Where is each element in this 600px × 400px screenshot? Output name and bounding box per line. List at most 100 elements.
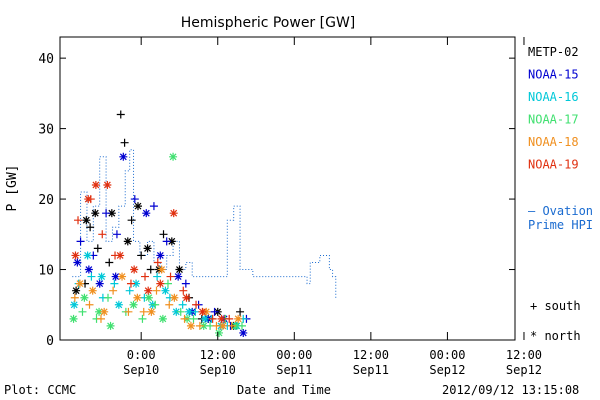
south-marker [227, 321, 236, 330]
marker-legend-north: * north [530, 329, 581, 343]
south-marker [127, 216, 136, 225]
south-marker [87, 272, 96, 281]
north-marker [167, 237, 176, 246]
x-tick-date-label: Sep11 [353, 363, 389, 377]
north-marker [72, 286, 81, 295]
south-marker [152, 286, 161, 295]
series-noaa-18 [70, 265, 243, 330]
south-marker [149, 202, 158, 211]
south-marker [179, 286, 188, 295]
north-marker [147, 307, 156, 316]
south-marker [98, 230, 107, 239]
ovation-line [72, 149, 337, 298]
x-tick-time-label: 00:00 [276, 348, 312, 362]
north-marker [129, 300, 138, 309]
north-marker [70, 300, 79, 309]
south-marker [225, 314, 234, 323]
south-marker [236, 307, 245, 316]
south-marker [125, 286, 134, 295]
legend-entry-noaa-18: NOAA-18 [528, 135, 579, 149]
south-marker [74, 216, 83, 225]
south-marker [139, 307, 148, 316]
north-marker [144, 286, 153, 295]
x-tick-time-label: 00:00 [429, 348, 465, 362]
north-marker [185, 307, 194, 316]
legend-entry-noaa-17: NOAA-17 [528, 113, 579, 127]
south-marker [85, 300, 94, 309]
north-marker [83, 251, 92, 260]
north-marker [107, 209, 116, 218]
series-metp-02 [72, 110, 245, 330]
north-marker [95, 279, 104, 288]
legend-entry-noaa-19: NOAA-19 [528, 158, 579, 172]
south-marker [165, 300, 174, 309]
north-marker [116, 251, 125, 260]
south-marker [208, 314, 217, 323]
south-marker [159, 230, 168, 239]
south-marker [181, 279, 190, 288]
south-marker [76, 237, 85, 246]
south-marker [180, 314, 189, 323]
south-marker [110, 279, 119, 288]
north-marker [133, 202, 142, 211]
south-marker [153, 258, 162, 267]
south-marker [96, 314, 105, 323]
south-marker [137, 251, 146, 260]
footer-center: Date and Time [237, 383, 331, 397]
north-marker [103, 180, 112, 189]
footer-left: Plot: CCMC [4, 383, 77, 397]
south-marker [70, 293, 79, 302]
north-marker [144, 293, 153, 302]
north-marker [130, 265, 139, 274]
legend-entry-ovation: — Ovation [528, 204, 593, 218]
south-marker [78, 307, 87, 316]
north-marker [156, 279, 165, 288]
north-marker [161, 286, 170, 295]
series-noaa-19 [71, 180, 234, 323]
south-marker [192, 300, 201, 309]
north-marker [143, 244, 152, 253]
north-marker [84, 195, 93, 204]
north-marker [169, 152, 178, 161]
north-marker [95, 307, 104, 316]
north-marker [218, 321, 227, 330]
north-marker [97, 272, 106, 281]
x-tick-time-label: 12:00 [200, 348, 236, 362]
north-marker [175, 265, 184, 274]
north-marker [156, 251, 165, 260]
south-marker [104, 293, 113, 302]
south-marker [141, 272, 150, 281]
north-marker [217, 314, 226, 323]
south-marker [102, 209, 111, 218]
x-tick-date-label: Sep12 [429, 363, 465, 377]
south-marker [146, 265, 155, 274]
north-marker [234, 314, 243, 323]
north-marker [198, 307, 207, 316]
y-axis-label: P [GW] [5, 165, 20, 212]
south-marker [116, 110, 125, 119]
north-marker [172, 307, 181, 316]
series-noaa-17 [69, 152, 246, 337]
north-marker [133, 293, 142, 302]
north-marker [118, 272, 127, 281]
marker-legend-south: + south [530, 299, 581, 313]
north-marker [169, 209, 178, 218]
y-tick-label: 30 [38, 123, 54, 138]
north-marker [73, 258, 82, 267]
south-marker [86, 223, 95, 232]
x-tick-time-label: 0:00 [127, 348, 156, 362]
north-marker [157, 265, 166, 274]
y-tick-label: 10 [38, 264, 54, 279]
north-marker [71, 251, 80, 260]
south-marker [195, 321, 204, 330]
north-marker [215, 328, 224, 337]
y-tick-label: 40 [38, 52, 54, 67]
north-marker [100, 307, 109, 316]
south-marker [166, 272, 175, 281]
north-marker [186, 321, 195, 330]
north-marker [174, 272, 183, 281]
south-marker [124, 307, 133, 316]
legend-entry-ovation-line2: Prime HPI [528, 218, 593, 232]
north-marker [170, 293, 179, 302]
footer-right: 2012/09/12 13:15:08 [442, 383, 580, 397]
